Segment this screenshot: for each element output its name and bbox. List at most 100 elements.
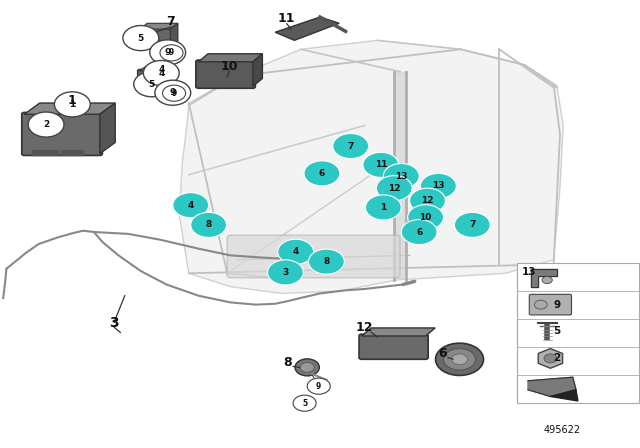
Polygon shape [528,377,576,396]
Circle shape [383,164,419,189]
Text: 4: 4 [158,69,164,78]
Circle shape [205,230,212,236]
Text: 4: 4 [188,201,194,210]
Polygon shape [275,17,339,40]
Text: 12: 12 [388,184,401,193]
Circle shape [307,378,330,394]
Circle shape [408,205,444,230]
Ellipse shape [295,359,319,376]
Circle shape [454,212,490,237]
Ellipse shape [300,362,314,372]
Polygon shape [170,23,178,47]
FancyBboxPatch shape [529,294,572,315]
Text: 4: 4 [292,247,299,256]
FancyBboxPatch shape [359,334,428,359]
Text: 2: 2 [553,353,561,363]
Circle shape [415,236,423,241]
Circle shape [401,220,437,245]
Polygon shape [531,269,557,287]
Text: 3: 3 [282,268,289,277]
Circle shape [304,161,340,186]
Polygon shape [24,103,115,114]
Text: 9: 9 [169,48,174,57]
Circle shape [365,195,401,220]
Circle shape [155,80,191,105]
Circle shape [173,193,209,218]
Text: 5: 5 [148,80,155,89]
Ellipse shape [444,349,476,370]
Circle shape [410,188,445,213]
Text: 9: 9 [316,382,321,391]
Circle shape [534,300,547,309]
Text: 13: 13 [522,267,536,277]
Polygon shape [550,390,578,401]
Polygon shape [179,40,563,293]
FancyBboxPatch shape [138,69,167,89]
Circle shape [420,173,456,198]
Circle shape [318,177,326,183]
FancyBboxPatch shape [227,235,400,278]
Text: 11: 11 [278,12,296,26]
Circle shape [293,395,316,411]
Text: 5: 5 [553,326,561,336]
Circle shape [160,45,183,61]
Circle shape [191,212,227,237]
Ellipse shape [452,354,467,365]
Text: 10: 10 [419,213,432,222]
Text: 9: 9 [170,88,176,97]
Ellipse shape [435,343,484,375]
Text: 9: 9 [553,300,561,310]
Text: 9: 9 [172,89,177,98]
Text: 9: 9 [164,48,171,57]
Text: 8: 8 [205,220,212,229]
FancyBboxPatch shape [517,263,639,403]
Text: 7: 7 [348,142,354,151]
Text: 12: 12 [421,196,434,205]
Circle shape [123,26,159,51]
Text: 6: 6 [438,347,447,361]
FancyBboxPatch shape [22,112,102,155]
FancyBboxPatch shape [196,60,255,88]
Circle shape [150,40,186,65]
Text: 5: 5 [302,399,307,408]
Text: 1: 1 [68,94,77,108]
Text: 11: 11 [374,160,387,169]
Text: 3: 3 [109,315,119,330]
Text: 13: 13 [395,172,408,181]
Polygon shape [100,103,115,154]
Polygon shape [538,349,563,368]
Circle shape [292,257,300,263]
Polygon shape [140,23,178,29]
Text: 6: 6 [416,228,422,237]
Text: 1: 1 [380,203,387,212]
Circle shape [187,211,195,217]
Text: 6: 6 [319,169,325,178]
Text: 7: 7 [469,220,476,229]
Text: 5: 5 [138,34,144,43]
Circle shape [163,85,186,101]
Circle shape [278,239,314,264]
Circle shape [134,72,170,97]
Text: 8: 8 [284,356,292,370]
FancyBboxPatch shape [138,28,172,48]
Circle shape [308,249,344,274]
Text: 2: 2 [43,120,49,129]
Polygon shape [198,54,262,62]
Circle shape [268,260,303,285]
Text: 1: 1 [69,100,76,109]
Circle shape [28,112,64,137]
Text: 10: 10 [220,60,238,73]
Polygon shape [165,66,172,88]
Text: 4: 4 [158,65,164,74]
Text: 12: 12 [356,321,374,335]
Polygon shape [362,328,435,336]
Circle shape [363,152,399,177]
Circle shape [323,266,330,271]
Circle shape [376,176,412,201]
Polygon shape [253,54,262,86]
Text: 13: 13 [432,181,445,190]
Text: 495622: 495622 [543,425,580,435]
Circle shape [143,60,179,86]
Text: 8: 8 [323,257,330,266]
Text: 7: 7 [166,15,175,28]
